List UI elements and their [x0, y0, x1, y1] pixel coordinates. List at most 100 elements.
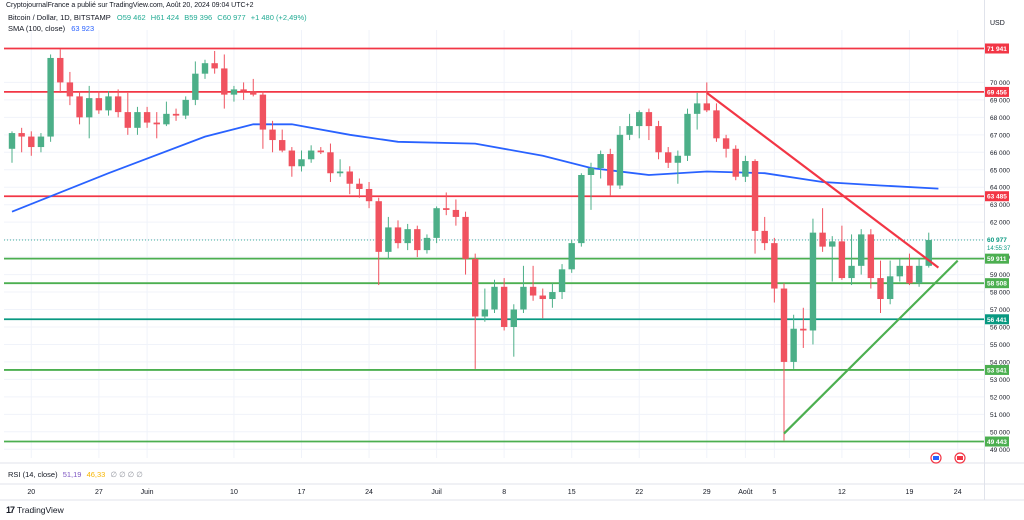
- candle[interactable]: [848, 265, 855, 279]
- candle[interactable]: [250, 91, 257, 95]
- candle[interactable]: [665, 152, 672, 163]
- candle[interactable]: [57, 57, 64, 83]
- candle[interactable]: [713, 110, 720, 139]
- candle[interactable]: [587, 168, 595, 175]
- candle[interactable]: [472, 258, 479, 317]
- candle[interactable]: [452, 209, 460, 217]
- candle[interactable]: [356, 183, 363, 189]
- candle[interactable]: [626, 126, 633, 135]
- candle[interactable]: [211, 63, 218, 69]
- symbol-name[interactable]: Bitcoin / Dollar, 1D, BITSTAMP: [8, 13, 111, 22]
- candle[interactable]: [722, 138, 730, 149]
- candle[interactable]: [37, 136, 45, 148]
- candle[interactable]: [105, 96, 112, 111]
- candle[interactable]: [221, 68, 228, 95]
- candle[interactable]: [66, 82, 74, 97]
- candle[interactable]: [703, 103, 710, 111]
- candle[interactable]: [568, 243, 575, 270]
- candle[interactable]: [558, 269, 566, 293]
- candle[interactable]: [404, 229, 411, 244]
- candle[interactable]: [645, 112, 653, 127]
- candle[interactable]: [616, 134, 624, 186]
- rsi-legend[interactable]: RSI (14, close) 51,19 46,33 ∅ ∅ ∅ ∅: [8, 470, 143, 479]
- sma-legend[interactable]: SMA (100, close) 63 923: [8, 24, 94, 33]
- candle[interactable]: [124, 112, 131, 128]
- candle[interactable]: [143, 112, 151, 123]
- candle[interactable]: [906, 265, 913, 284]
- candle[interactable]: [240, 89, 247, 92]
- candle[interactable]: [327, 152, 334, 174]
- sma-line[interactable]: [11, 123, 939, 213]
- candle[interactable]: [307, 150, 315, 160]
- candle[interactable]: [838, 241, 846, 279]
- candle[interactable]: [597, 154, 604, 169]
- candle[interactable]: [693, 103, 701, 114]
- tradingview-brand[interactable]: 17 TradingView: [6, 505, 64, 515]
- candle[interactable]: [886, 276, 894, 300]
- candle[interactable]: [317, 150, 324, 153]
- candle[interactable]: [365, 188, 373, 202]
- candle[interactable]: [153, 122, 160, 125]
- candle[interactable]: [925, 240, 932, 266]
- candle[interactable]: [500, 286, 508, 327]
- candle[interactable]: [819, 232, 826, 247]
- candle[interactable]: [751, 161, 759, 231]
- candle[interactable]: [86, 98, 93, 118]
- candle[interactable]: [192, 73, 199, 100]
- candle[interactable]: [481, 309, 489, 317]
- candle[interactable]: [684, 113, 691, 156]
- candle[interactable]: [867, 234, 875, 279]
- candle[interactable]: [28, 136, 35, 148]
- candle[interactable]: [385, 227, 392, 252]
- candle[interactable]: [95, 98, 103, 111]
- candle[interactable]: [877, 278, 884, 300]
- candle[interactable]: [423, 237, 431, 251]
- candle[interactable]: [809, 232, 817, 331]
- candle[interactable]: [742, 161, 749, 177]
- candle[interactable]: [800, 328, 807, 331]
- candle[interactable]: [414, 229, 421, 251]
- candle[interactable]: [529, 286, 537, 296]
- candle[interactable]: [134, 112, 141, 128]
- candle[interactable]: [761, 230, 768, 244]
- candle[interactable]: [829, 241, 836, 247]
- candle[interactable]: [462, 216, 469, 259]
- candle[interactable]: [732, 148, 739, 177]
- candle[interactable]: [375, 201, 382, 252]
- candle[interactable]: [636, 112, 643, 127]
- candle[interactable]: [607, 154, 614, 186]
- candle[interactable]: [433, 208, 440, 238]
- candle[interactable]: [336, 171, 344, 174]
- candle[interactable]: [674, 155, 682, 163]
- candle[interactable]: [47, 57, 54, 137]
- candle[interactable]: [896, 265, 903, 277]
- candle[interactable]: [230, 89, 238, 95]
- candle[interactable]: [269, 129, 276, 141]
- candle[interactable]: [298, 159, 305, 167]
- candle[interactable]: [279, 140, 286, 151]
- candle[interactable]: [510, 309, 517, 327]
- trendline[interactable]: [706, 92, 940, 269]
- candle[interactable]: [182, 99, 189, 116]
- candle[interactable]: [539, 295, 546, 300]
- candle[interactable]: [172, 113, 180, 116]
- candle[interactable]: [114, 96, 122, 113]
- candle[interactable]: [491, 286, 498, 310]
- candle[interactable]: [76, 96, 83, 118]
- candle[interactable]: [578, 174, 585, 244]
- candle[interactable]: [858, 234, 865, 266]
- candle[interactable]: [790, 328, 797, 362]
- candle[interactable]: [394, 227, 402, 244]
- candle[interactable]: [8, 133, 16, 149]
- candle[interactable]: [18, 133, 25, 137]
- candle[interactable]: [259, 94, 267, 130]
- candle[interactable]: [201, 63, 209, 74]
- candle[interactable]: [443, 208, 450, 210]
- candle[interactable]: [655, 126, 662, 153]
- candle[interactable]: [780, 288, 788, 362]
- trendline[interactable]: [783, 259, 959, 435]
- candle[interactable]: [346, 171, 353, 184]
- candle[interactable]: [163, 113, 170, 125]
- candle[interactable]: [915, 265, 923, 284]
